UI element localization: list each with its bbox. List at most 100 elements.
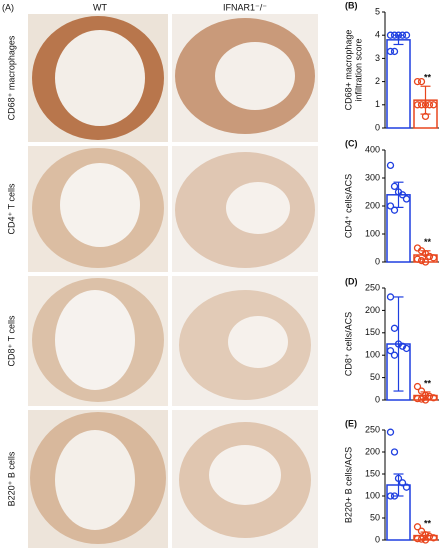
column-header: WT [93,2,107,12]
y-axis-label: CD8⁺ cells/ACS [343,312,353,376]
y-tick-label: 150 [365,468,380,478]
data-point [402,344,411,353]
data-point [413,77,422,86]
data-point [429,534,438,542]
y-tick-label: 1 [375,99,380,109]
data-point [417,535,426,543]
data-point [417,395,426,403]
histology [28,14,318,548]
row-label: CD8⁺ T cells [6,315,16,366]
row-label: CD68⁺ macrophages [6,35,16,120]
data-point [386,31,395,39]
significance: ** [424,73,432,83]
data-point [421,531,430,539]
bar [386,39,411,129]
data-point [386,202,395,210]
y-tick-label: 200 [365,200,380,210]
y-tick-label: 100 [365,350,380,360]
y-tick-label: 5 [375,6,380,16]
y-tick-label: 250 [365,424,380,434]
data-point [394,31,403,39]
y-tick-label: 50 [370,372,380,382]
y-tick-label: 200 [365,446,380,456]
data-point [386,492,395,500]
y-axis-label: infiltration score [353,38,363,101]
data-point [390,448,399,456]
y-axis-label: B220+ B cells/ACS [343,447,353,523]
row-label: B220⁺ B cells [6,451,16,506]
data-point [417,527,426,535]
data-point [417,101,426,109]
data-point [386,293,395,301]
panel-label: (B) [345,0,358,10]
data-point [413,535,422,543]
data-point [421,391,430,400]
data-point [425,252,434,261]
data-point [425,101,434,109]
data-point [402,31,411,39]
data-point [390,31,399,39]
data-point [421,258,430,266]
panel-label: (E) [345,418,357,428]
data-point [417,387,426,395]
data-point [417,77,426,86]
data-point [425,532,434,541]
data-point [429,101,438,109]
y-tick-label: 200 [365,305,380,315]
y-tick-label: 4 [375,30,380,40]
data-point [394,474,403,483]
data-point [429,394,438,402]
y-tick-label: 2 [375,76,380,86]
significance: ** [424,518,432,528]
data-point [390,182,399,191]
data-point [413,255,422,263]
data-point [386,47,395,56]
data-point [421,396,430,404]
data-point [390,47,399,56]
y-tick-label: 100 [365,228,380,238]
y-tick-label: 300 [365,172,380,182]
data-point [390,324,399,332]
y-tick-label: 150 [365,327,380,337]
data-point [413,395,422,403]
data-point [402,483,411,491]
data-point [425,392,434,401]
data-point [421,112,430,121]
data-point [421,536,430,544]
data-point [421,101,430,109]
y-tick-label: 0 [375,534,380,544]
data-point [386,161,395,170]
data-point [398,191,407,199]
significance: ** [424,378,432,388]
y-axis-label: CD4⁺ cells/ACS [343,174,353,238]
y-tick-label: 3 [375,53,380,63]
data-point [386,347,395,355]
significance: ** [424,237,432,247]
data-point [413,382,422,391]
panel-label: (D) [345,276,358,286]
y-axis-label: CD68+ macrophage [343,30,353,111]
data-point [398,479,407,487]
y-tick-label: 0 [375,122,380,132]
y-tick-label: 50 [370,512,380,522]
data-point [402,195,411,203]
column-header: IFNAR1⁻/⁻ [223,2,267,12]
row-label: CD4⁺ T cells [6,183,16,234]
y-tick-label: 400 [365,144,380,154]
panel-label: (C) [345,138,358,148]
data-point [429,254,438,262]
data-point [390,492,399,500]
data-point [413,101,422,109]
panel-label: (A) [2,2,14,12]
y-tick-label: 250 [365,282,380,292]
data-point [390,206,399,214]
data-point [390,351,399,359]
data-point [386,428,395,436]
data-point [398,31,407,39]
data-point [413,523,422,531]
y-tick-label: 0 [375,256,380,266]
y-tick-label: 100 [365,490,380,500]
y-tick-label: 0 [375,394,380,404]
